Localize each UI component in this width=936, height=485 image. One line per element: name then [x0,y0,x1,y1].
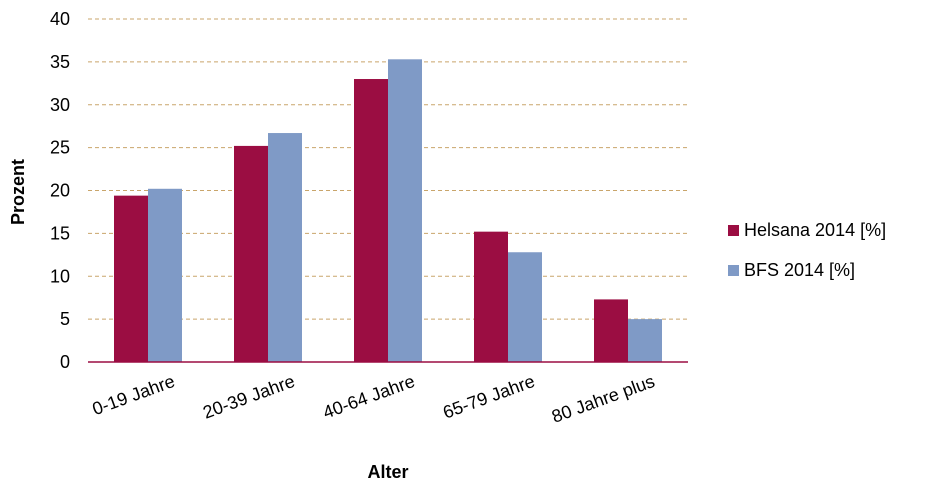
legend-swatch [728,225,739,236]
y-tick-label: 25 [50,138,70,158]
y-axis-title: Prozent [8,159,28,225]
x-category-label: 40-64 Jahre [320,371,417,423]
bar-helsana [234,145,268,362]
legend-swatch [728,265,739,276]
legend-label: Helsana 2014 [%] [744,220,886,240]
bar-bfs [628,319,662,362]
bars [114,59,662,363]
bar-bfs [268,133,302,362]
y-tick-label: 5 [60,309,70,329]
y-tick-labels: 0 5 10 15 20 25 30 35 40 [50,9,70,372]
bar-bfs [388,59,422,363]
y-tick-label: 30 [50,95,70,115]
y-tick-label: 10 [50,266,70,286]
y-tick-label: 35 [50,52,70,72]
x-category-label: 65-79 Jahre [440,371,537,423]
bar-helsana [474,231,508,362]
bar-helsana [354,79,388,363]
bar-bfs [508,252,542,362]
bar-helsana [594,299,628,362]
x-category-label: 80 Jahre plus [549,371,657,427]
y-tick-label: 0 [60,352,70,372]
legend-label: BFS 2014 [%] [744,260,855,280]
bar-bfs [148,188,182,362]
y-tick-label: 20 [50,181,70,201]
x-category-label: 0-19 Jahre [90,371,178,419]
grid-lines [88,18,688,320]
x-axis-title: Alter [367,462,408,482]
bar-helsana [114,195,148,362]
y-tick-label: 15 [50,223,70,243]
x-category-labels: 0-19 Jahre 20-39 Jahre 40-64 Jahre 65-79 Ja… [90,371,658,427]
y-tick-label: 40 [50,9,70,29]
legend: Helsana 2014 [%] BFS 2014 [%] [728,220,886,280]
x-category-label: 20-39 Jahre [200,371,297,423]
